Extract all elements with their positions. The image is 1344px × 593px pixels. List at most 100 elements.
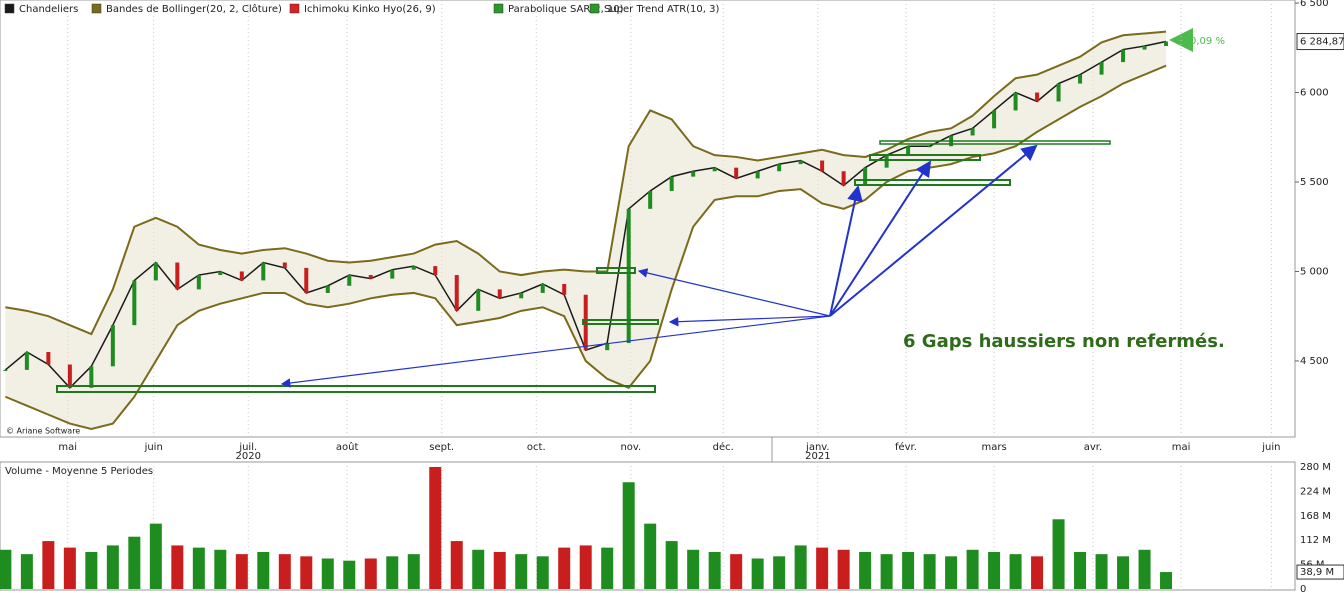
x-tick-label: janv. <box>805 442 830 453</box>
x-tick-label: juin <box>144 442 163 453</box>
volume-bar <box>407 554 420 589</box>
candle <box>777 164 782 172</box>
candle <box>454 275 459 311</box>
candle <box>411 266 416 270</box>
candle <box>67 364 72 388</box>
candle <box>24 351 29 370</box>
volume-bar <box>601 547 614 589</box>
volume-bar <box>192 547 205 589</box>
candle <box>1078 74 1083 84</box>
x-tick-label: mai <box>1172 442 1191 453</box>
volume-bar <box>837 549 850 589</box>
candle <box>927 146 932 148</box>
volume-bar <box>472 549 485 589</box>
candle <box>669 176 674 191</box>
volume-bar <box>386 556 399 589</box>
volume-bar <box>1052 519 1065 589</box>
gap <box>56 385 656 393</box>
volume-bar <box>106 545 119 589</box>
volume-bar <box>536 556 549 589</box>
volume-bar <box>1138 549 1151 589</box>
volume-bar <box>257 551 270 589</box>
volume-bar <box>42 541 55 589</box>
x-tick-label: juil. <box>238 442 257 453</box>
candle <box>368 275 373 279</box>
volume-bar <box>321 558 334 589</box>
volume-bar <box>579 545 592 589</box>
last-price-label: 6 284,87 <box>1300 37 1344 48</box>
volume-bar <box>20 554 33 589</box>
volume-bar <box>364 558 377 589</box>
legend-swatch <box>91 3 102 14</box>
gap <box>854 179 1011 186</box>
legend-swatch <box>589 3 600 14</box>
candle <box>841 171 846 186</box>
candle <box>712 167 717 172</box>
x-tick-label: nov. <box>620 442 641 453</box>
y-tick-label: 5 000 <box>1300 266 1329 277</box>
candle <box>261 262 266 281</box>
volume-bar <box>1160 572 1173 589</box>
volume-bar <box>708 551 721 589</box>
volume-bar <box>278 554 291 589</box>
candle <box>239 271 244 281</box>
volume-bar <box>966 549 979 589</box>
arrow <box>280 315 831 388</box>
legend-label: Bandes de Bollinger(20, 2, Clôture) <box>106 3 282 15</box>
candle <box>583 294 588 351</box>
candle <box>3 369 8 371</box>
legend-label: Parabolique SAR(2, 10) <box>508 4 624 15</box>
candle <box>196 275 201 290</box>
y-tick-label: 6 000 <box>1300 88 1329 99</box>
candle <box>1121 49 1126 63</box>
volume-bar <box>902 551 915 589</box>
volume-bar <box>128 536 141 589</box>
candle <box>153 262 158 281</box>
x-tick-label: avr. <box>1084 442 1102 453</box>
candle <box>1142 45 1147 50</box>
candle <box>282 262 287 268</box>
bollinger-upper <box>5 30 1167 336</box>
candle <box>992 110 997 129</box>
legend-label: Ichimoku Kinko Hyo(26, 9) <box>304 4 436 15</box>
volume-bar <box>429 467 442 589</box>
candle <box>519 292 524 299</box>
volume-bar <box>923 554 936 589</box>
volume-bar <box>235 554 248 589</box>
volume-bar <box>149 523 162 589</box>
arrow <box>668 315 831 327</box>
volume-bar <box>171 545 184 589</box>
volume-title: Volume - Moyenne 5 Periodes <box>5 466 153 477</box>
volume-bar <box>859 551 872 589</box>
last-volume-box <box>1296 564 1344 580</box>
candle <box>734 167 739 179</box>
candle <box>476 289 481 311</box>
gap <box>596 267 636 274</box>
candle <box>884 155 889 168</box>
volume-bar <box>0 549 12 589</box>
gap <box>879 140 1111 145</box>
y-tick-label: 168 M <box>1300 511 1331 522</box>
candle <box>347 275 352 286</box>
arrow <box>829 185 863 317</box>
candle <box>390 269 395 279</box>
legend-swatch <box>4 3 15 14</box>
candle <box>755 171 760 179</box>
volume-bar <box>794 545 807 589</box>
candle <box>1056 83 1061 102</box>
legend-label: Chandeliers <box>19 4 78 15</box>
legend-swatch <box>493 3 504 14</box>
candle <box>1035 92 1040 102</box>
candle <box>648 190 653 209</box>
legend-swatch <box>289 3 300 14</box>
volume-bar <box>63 547 76 589</box>
candle <box>798 160 803 165</box>
candle <box>540 283 545 293</box>
candle <box>1164 41 1169 46</box>
volume-bar <box>988 551 1001 589</box>
volume-bar <box>644 523 657 589</box>
change-label: 0,09 % <box>1190 36 1225 47</box>
legend-label: Super Trend ATR(10, 3) <box>604 4 719 15</box>
arrow <box>829 160 932 317</box>
